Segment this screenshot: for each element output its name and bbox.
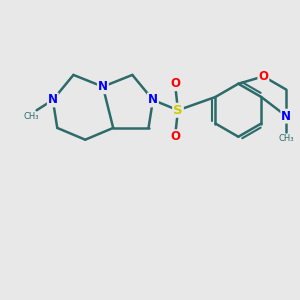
Text: N: N	[48, 93, 58, 106]
Text: N: N	[281, 110, 291, 123]
Text: CH₃: CH₃	[279, 134, 294, 143]
Text: CH₃: CH₃	[24, 112, 39, 121]
Text: S: S	[173, 104, 183, 117]
Text: O: O	[170, 77, 180, 90]
Text: O: O	[258, 70, 268, 83]
Text: O: O	[170, 130, 180, 143]
Text: N: N	[98, 80, 108, 93]
Text: N: N	[148, 93, 158, 106]
